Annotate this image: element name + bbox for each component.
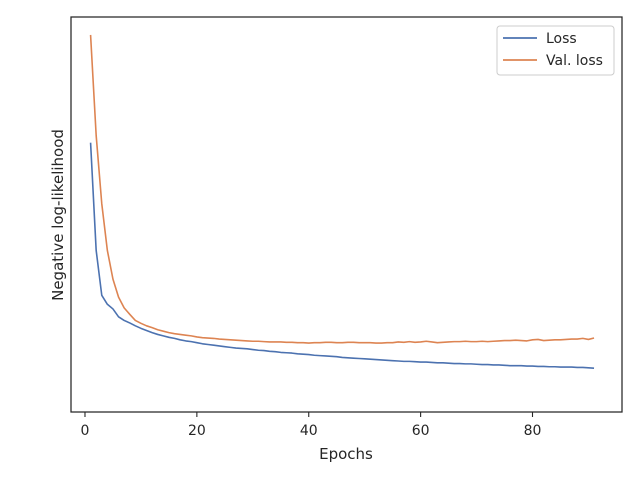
plot-area (89, 34, 595, 369)
x-tick-label: 20 (188, 423, 206, 439)
legend-label-loss: Loss (546, 31, 577, 47)
series-line-loss (89, 142, 595, 369)
x-tick-label: 60 (412, 423, 430, 439)
x-tick-label: 40 (300, 423, 318, 439)
axes-frame (70, 16, 623, 413)
y-axis-label: Negative log-likelihood (49, 129, 67, 301)
x-axis-ticks: 0 20 40 60 80 (81, 412, 542, 439)
x-tick-label: 0 (81, 423, 90, 439)
series-line-val-loss (89, 34, 595, 344)
legend-label-val-loss: Val. loss (546, 53, 603, 69)
x-axis-label: Epochs (319, 445, 373, 463)
legend: Loss Val. loss (496, 25, 615, 76)
x-tick-label: 80 (524, 423, 542, 439)
